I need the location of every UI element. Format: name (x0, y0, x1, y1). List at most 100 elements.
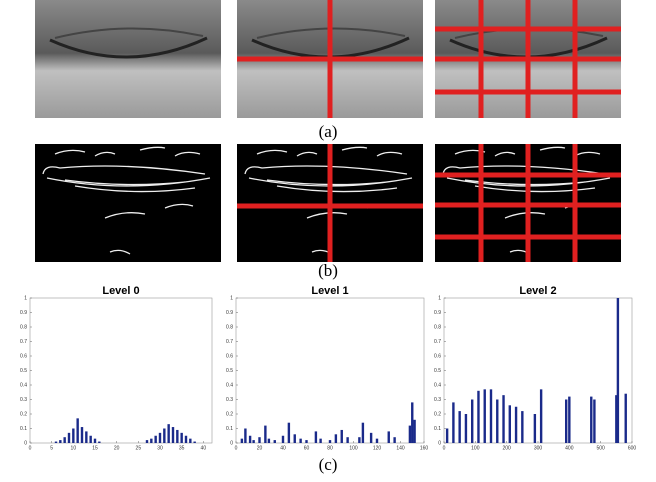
bar (413, 419, 416, 443)
bar (287, 422, 291, 443)
bar (244, 428, 247, 443)
y-tick-label: 0.2 (434, 411, 441, 417)
image-row-b (34, 143, 622, 263)
y-tick-label: 0 (24, 440, 27, 446)
caption: (a) (319, 122, 338, 141)
bar (489, 389, 493, 443)
bar (521, 411, 524, 443)
y-tick-label: 0.1 (20, 426, 27, 432)
bar (54, 441, 58, 443)
y-tick-label: 0.8 (226, 324, 233, 330)
bar (76, 418, 79, 443)
x-tick-label: 120 (373, 445, 382, 451)
bar (293, 434, 296, 443)
y-tick-label: 1 (438, 295, 441, 301)
y-tick-label: 0.6 (20, 353, 27, 359)
bar (565, 399, 568, 443)
y-tick-label: 0.7 (434, 339, 441, 345)
y-tick-label: 0.4 (226, 382, 233, 388)
x-tick-label: 200 (502, 445, 511, 451)
y-tick-label: 0.3 (20, 397, 27, 403)
bar (248, 435, 252, 443)
bar (63, 437, 66, 443)
bar (369, 432, 373, 443)
bar (189, 438, 192, 443)
caption: (b) (318, 261, 338, 280)
grid-overlay (435, 144, 621, 262)
bar (464, 414, 468, 443)
x-tick-label: 0 (235, 445, 238, 451)
x-tick-label: 160 (420, 445, 429, 451)
x-tick-label: 80 (327, 445, 333, 451)
bar (314, 431, 318, 443)
bar (89, 435, 92, 443)
y-tick-label: 0.5 (20, 368, 27, 374)
bar (624, 393, 627, 443)
x-tick-label: 100 (349, 445, 358, 451)
x-tick-label: 20 (114, 445, 120, 451)
chart-title: Level 0 (102, 285, 139, 297)
bar (334, 434, 338, 443)
y-tick-label: 1 (24, 295, 27, 301)
bar (477, 390, 480, 443)
bar (273, 440, 276, 443)
bar (67, 432, 71, 443)
x-tick-label: 5 (50, 445, 53, 451)
x-tick-label: 15 (92, 445, 98, 451)
grid-overlay (237, 144, 423, 262)
bar (281, 435, 285, 443)
bar (98, 441, 101, 443)
bar (593, 399, 596, 443)
bar (158, 432, 162, 443)
y-tick-label: 0.4 (20, 382, 27, 388)
caption: (c) (319, 455, 338, 474)
x-tick-label: 500 (596, 445, 605, 451)
x-tick-label: 400 (565, 445, 574, 451)
x-tick-label: 30 (157, 445, 163, 451)
bar (267, 438, 271, 443)
bar (514, 406, 518, 443)
plot-area (235, 297, 425, 444)
bar (176, 429, 179, 443)
y-tick-label: 0.5 (434, 368, 441, 374)
bar (150, 438, 153, 443)
bar (328, 440, 332, 443)
image-row-a (33, 0, 623, 120)
bar (616, 298, 620, 443)
bar (568, 396, 571, 443)
grid-overlay (237, 0, 423, 118)
y-tick-label: 0.2 (226, 411, 233, 417)
bar (80, 427, 84, 443)
y-tick-label: 0.9 (226, 310, 233, 316)
y-tick-label: 0.7 (20, 339, 27, 345)
x-tick-label: 10 (71, 445, 77, 451)
bar (533, 414, 537, 443)
y-tick-label: 0 (230, 440, 233, 446)
x-tick-label: 140 (396, 445, 405, 451)
bar (93, 438, 97, 443)
bar (154, 435, 157, 443)
bar (483, 389, 486, 443)
bar (319, 438, 322, 443)
y-tick-label: 0 (438, 440, 441, 446)
x-tick-label: 100 (471, 445, 480, 451)
edge-image (34, 143, 222, 263)
x-tick-label: 600 (628, 445, 637, 451)
x-tick-label: 40 (280, 445, 286, 451)
y-tick-label: 0.9 (20, 310, 27, 316)
x-tick-label: 0 (443, 445, 446, 451)
bar (411, 402, 414, 443)
bar (508, 405, 511, 443)
bar (163, 428, 166, 443)
histograms: Level 000.10.20.30.40.50.60.70.80.910 5 10… (20, 285, 636, 451)
bar (375, 438, 379, 443)
bar (445, 428, 449, 443)
y-tick-label: 0.7 (226, 339, 233, 345)
bar (145, 440, 149, 443)
x-tick-label: 300 (534, 445, 543, 451)
bar (458, 411, 461, 443)
bar (340, 429, 343, 443)
bar (59, 440, 62, 443)
bar (361, 422, 365, 443)
